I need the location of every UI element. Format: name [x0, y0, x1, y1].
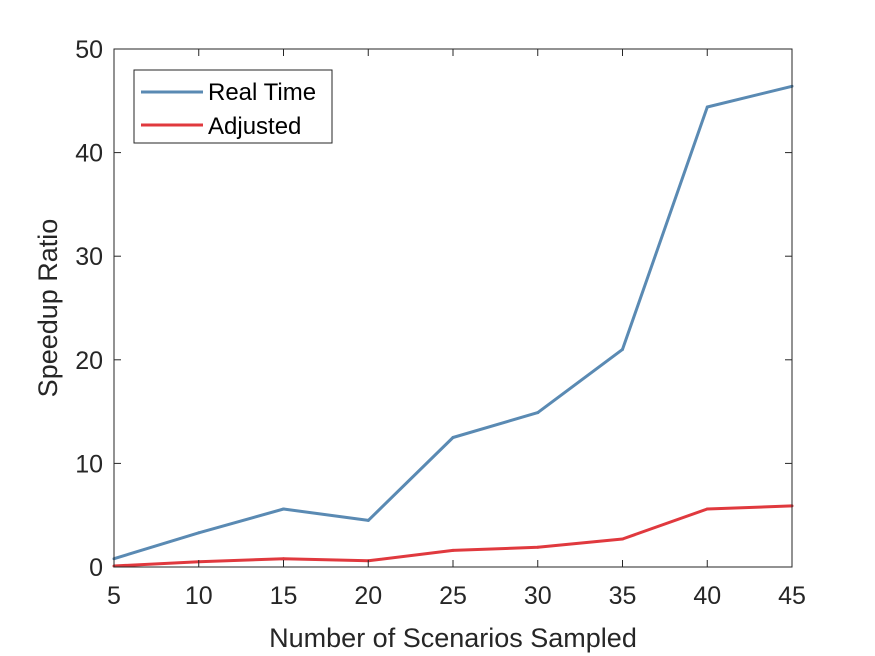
x-tick-label-30: 30 — [524, 582, 552, 610]
y-tick-label-30: 30 — [75, 243, 103, 271]
data-point-real-time-40 — [705, 105, 709, 109]
data-point-adjusted-40 — [705, 507, 709, 511]
data-point-adjusted-30 — [536, 545, 540, 549]
data-point-real-time-20 — [366, 518, 370, 522]
data-point-real-time-30 — [536, 411, 540, 415]
series-line-real-time — [113, 84, 793, 561]
series-line-adjusted — [113, 504, 793, 568]
legend-label-adjusted: Adjusted — [208, 113, 301, 140]
legend-label-real-time: Real Time — [208, 79, 316, 106]
x-tick-label-15: 15 — [270, 582, 298, 610]
x-tick-label-25: 25 — [439, 582, 467, 610]
x-tick-label-40: 40 — [693, 582, 721, 610]
x-axis-title: Number of Scenarios Sampled — [269, 623, 637, 653]
data-point-real-time-35 — [621, 347, 624, 351]
legend-box — [133, 69, 333, 144]
data-point-real-time-10 — [197, 531, 201, 535]
x-tick-label-45: 45 — [778, 582, 806, 610]
data-point-real-time-25 — [451, 436, 455, 439]
x-tick-label-20: 20 — [354, 582, 382, 610]
y-tick-label-20: 20 — [75, 347, 103, 375]
legend: Real Time Adjusted — [133, 69, 333, 144]
y-axis-title: Speedup Ratio — [33, 219, 63, 398]
x-tick-label-10: 10 — [185, 582, 213, 610]
x-tick-label-35: 35 — [609, 582, 637, 610]
y-tick-label-40: 40 — [75, 140, 103, 168]
y-tick-label-50: 50 — [75, 36, 103, 64]
series-layer — [112, 84, 794, 568]
data-point-adjusted-25 — [451, 548, 455, 552]
tick-layer: 5 10 15 20 25 30 35 40 45 0 10 20 30 40 50 — [75, 36, 806, 610]
data-point-adjusted-35 — [621, 537, 624, 541]
y-tick-label-10: 10 — [75, 450, 103, 478]
x-tick-label-5: 5 — [107, 582, 121, 610]
y-tick-label-0: 0 — [89, 554, 103, 582]
data-point-adjusted-15 — [282, 557, 285, 561]
data-point-real-time-15 — [282, 507, 285, 511]
